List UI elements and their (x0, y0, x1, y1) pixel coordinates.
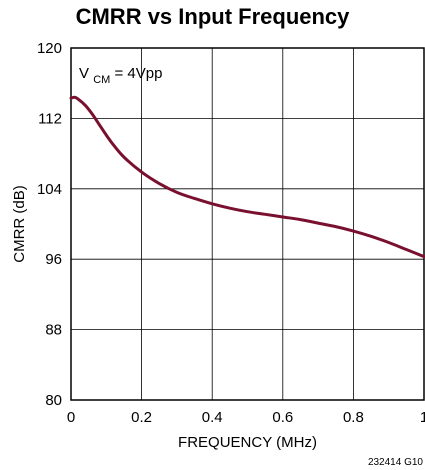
x-tick-label: 1 (420, 409, 425, 426)
grid (71, 48, 424, 400)
x-tick-label: 0.8 (343, 409, 364, 426)
y-tick-label: 88 (45, 322, 62, 339)
plot-frame (70, 47, 425, 401)
y-tick-label: 80 (45, 392, 62, 409)
x-tick-label: 0.6 (272, 409, 293, 426)
x-tick-label: 0 (67, 409, 75, 426)
series-layer (69, 95, 425, 259)
vcm-annotation: V CM = 4Vpp (79, 65, 162, 87)
x-axis-label: FREQUENCY (MHz) (178, 434, 317, 451)
y-tick-labels: 80 88 96 104 112 120 (37, 40, 62, 409)
figure-id: 232414 G10 (368, 457, 423, 468)
x-tick-label: 0.2 (131, 409, 152, 426)
y-tick-label: 120 (37, 40, 62, 57)
vcm-annotation-sub: CM (93, 74, 110, 86)
y-axis-label: CMRR (dB) (11, 185, 28, 263)
vcm-annotation-rest: = 4Vpp (114, 65, 162, 82)
y-tick-label: 104 (37, 181, 62, 198)
y-tick-label: 96 (45, 251, 62, 268)
y-tick-label: 112 (38, 110, 62, 127)
chart-title: CMRR vs Input Frequency (75, 4, 350, 29)
vcm-annotation-main: V (79, 65, 89, 82)
x-tick-label: 0.4 (202, 409, 223, 426)
cmrr-series-line (69, 95, 425, 259)
x-tick-labels: 0 0.2 0.4 0.6 0.8 1 (67, 409, 425, 426)
